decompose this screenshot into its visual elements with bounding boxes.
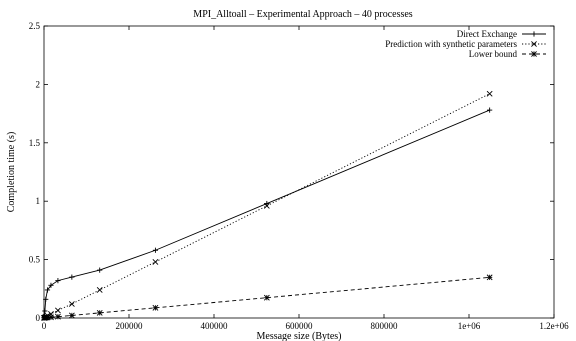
- series-line: [43, 109, 490, 318]
- data-point: [69, 274, 75, 280]
- plot-frame: [43, 25, 555, 319]
- series-layer: [41, 90, 493, 321]
- data-point: [152, 259, 159, 265]
- y-tick-label: 2: [36, 79, 41, 89]
- x-tick-label: 800000: [371, 321, 399, 331]
- data-point: [44, 287, 51, 293]
- data-point: [486, 90, 493, 97]
- data-point: [152, 304, 159, 311]
- data-point: [43, 296, 49, 302]
- data-point: [96, 309, 103, 316]
- data-point: [55, 307, 61, 314]
- data-point: [97, 267, 103, 273]
- x-tick-label: 1.2e+06: [539, 321, 569, 331]
- y-axis: 0 0.5 1 1.5 2 2.5: [29, 21, 554, 323]
- x-tick-label: 600000: [286, 321, 314, 331]
- series-direct-exchange: [41, 107, 493, 321]
- y-axis-label: Completion time (s): [6, 132, 17, 213]
- y-tick-label: 2.5: [29, 21, 41, 31]
- data-point: [48, 282, 54, 288]
- data-point: [263, 294, 270, 301]
- data-point: [48, 314, 54, 321]
- data-point: [68, 301, 75, 307]
- data-point: [68, 312, 75, 319]
- y-tick-label: 0: [36, 313, 41, 323]
- y-tick-label: 0.5: [29, 255, 41, 265]
- x-tick-label: 200000: [116, 321, 144, 331]
- legend-marker: [531, 41, 537, 47]
- data-point: [263, 202, 270, 209]
- legend-label: Prediction with synthetic parameters: [385, 39, 517, 49]
- series-prediction-with-synthetic-parameters: [41, 90, 493, 321]
- x-axis: 0 200000 400000 600000 800000 1e+06 1.2e+06: [42, 26, 569, 331]
- data-point: [152, 247, 159, 253]
- legend-marker: [531, 31, 537, 37]
- legend-marker: [531, 51, 537, 57]
- data-point: [55, 278, 61, 284]
- y-tick-label: 1: [36, 196, 41, 206]
- data-point: [55, 313, 61, 320]
- series-lower-bound: [41, 274, 493, 321]
- legend-label: Lower bound: [469, 49, 518, 59]
- data-point: [96, 287, 103, 293]
- data-point: [486, 274, 493, 281]
- legend-label: Direct Exchange: [457, 29, 517, 39]
- x-tick-label: 400000: [201, 321, 229, 331]
- x-axis-label: Message size (Bytes): [257, 331, 342, 341]
- data-point: [42, 308, 48, 314]
- chart-title: MPI_Alltoall – Experimental Approach – 4…: [193, 9, 413, 20]
- x-tick-label: 0: [42, 321, 47, 331]
- y-tick-label: 1.5: [29, 138, 41, 148]
- data-point: [487, 107, 493, 113]
- x-tick-label: 1e+06: [458, 321, 481, 331]
